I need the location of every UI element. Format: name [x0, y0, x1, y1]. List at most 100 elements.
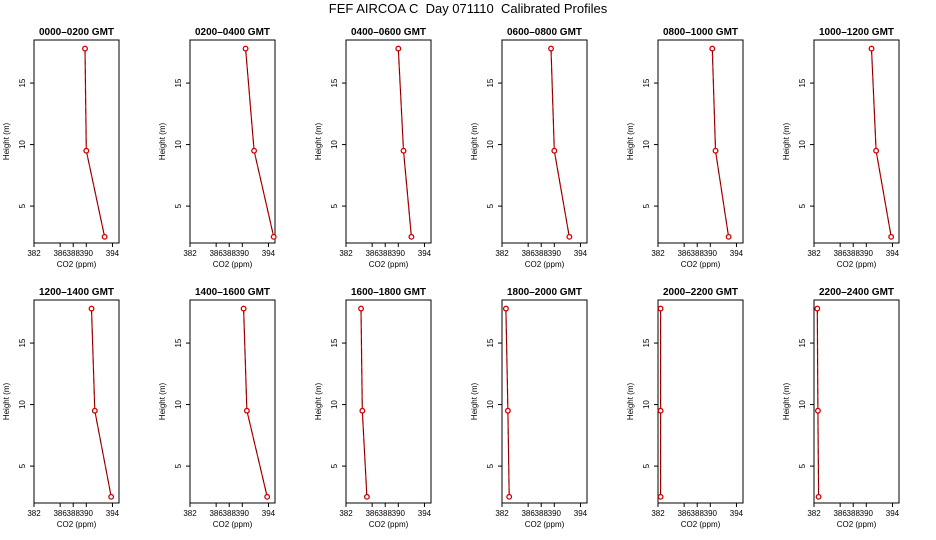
y-tick-label: 15	[174, 338, 183, 347]
panel-title: 2000–2200 GMT	[663, 287, 738, 298]
profile-line	[84, 48, 106, 237]
y-tick-label: 15	[486, 338, 495, 347]
x-tick-label: 382	[807, 249, 821, 258]
data-point	[83, 147, 90, 154]
y-axis-label: Height (m)	[2, 382, 11, 420]
plot-frame	[657, 39, 744, 244]
x-tick-label: 388	[223, 249, 237, 258]
y-axis-label: Height (m)	[626, 122, 635, 160]
profile-panel: 0400–0600 GMT 382 386 388 390 394 CO2 (ppm) 5 10…	[314, 27, 432, 269]
x-axis-label: CO2 (ppm)	[57, 260, 97, 269]
data-point	[657, 493, 664, 500]
data-point	[725, 233, 732, 240]
data-point	[657, 407, 664, 414]
x-tick-label: 394	[418, 509, 432, 518]
x-tick-label: 386	[833, 249, 847, 258]
x-tick-label: 382	[651, 249, 665, 258]
y-tick-label: 10	[18, 140, 27, 149]
x-tick-label: 382	[495, 249, 509, 258]
x-tick-label: 386	[521, 509, 535, 518]
x-tick-label: 394	[106, 509, 120, 518]
x-tick-label: 390	[236, 249, 250, 258]
data-point	[506, 493, 513, 500]
plot-frame	[345, 299, 432, 504]
plot-frame	[345, 39, 432, 244]
y-axis-label: Height (m)	[470, 122, 479, 160]
profile-dash	[84, 48, 105, 237]
y-tick-label: 5	[18, 463, 27, 468]
x-tick-label: 394	[418, 249, 432, 258]
plot-frame	[813, 299, 900, 504]
profile-line	[870, 48, 892, 237]
y-tick-label: 10	[330, 400, 339, 409]
data-point	[873, 147, 880, 154]
y-axis-label: Height (m)	[314, 122, 323, 160]
x-tick-label: 382	[339, 249, 353, 258]
y-tick-label: 10	[642, 400, 651, 409]
profile-dash	[871, 48, 892, 237]
x-tick-label: 386	[365, 509, 379, 518]
y-axis-label: Height (m)	[782, 382, 791, 420]
y-tick-label: 10	[642, 140, 651, 149]
plot-frame	[189, 39, 276, 244]
profile-line	[245, 48, 275, 237]
x-tick-label: 394	[574, 509, 588, 518]
x-tick-label: 394	[106, 249, 120, 258]
y-tick-label: 10	[798, 400, 807, 409]
data-point	[108, 493, 115, 500]
panel-title: 1400–1600 GMT	[195, 287, 270, 298]
x-tick-label: 388	[847, 249, 861, 258]
y-tick-label: 15	[330, 338, 339, 347]
x-tick-label: 388	[379, 249, 393, 258]
data-point	[91, 407, 98, 414]
profile-panel: 1400–1600 GMT 382 386 388 390 394 CO2 (ppm) 5 10…	[158, 287, 276, 529]
x-tick-label: 382	[495, 509, 509, 518]
x-axis-label: CO2 (ppm)	[525, 260, 565, 269]
y-tick-label: 5	[798, 463, 807, 468]
x-tick-label: 390	[548, 249, 562, 258]
x-tick-label: 386	[53, 249, 67, 258]
data-point	[400, 147, 407, 154]
x-tick-label: 390	[392, 509, 406, 518]
x-tick-label: 382	[27, 509, 41, 518]
x-tick-label: 394	[886, 249, 900, 258]
data-point	[551, 147, 558, 154]
x-tick-label: 394	[730, 249, 744, 258]
plot-frame	[501, 299, 588, 504]
profile-dash	[245, 48, 275, 237]
y-axis-label: Height (m)	[158, 122, 167, 160]
x-tick-label: 390	[860, 249, 874, 258]
profile-panel: 0800–1000 GMT 382 386 388 390 394 CO2 (ppm) 5 10…	[626, 27, 744, 269]
y-tick-label: 15	[642, 78, 651, 87]
profile-panel: 1800–2000 GMT 382 386 388 390 394 CO2 (ppm) 5 10…	[470, 287, 588, 529]
data-point	[358, 305, 364, 312]
y-tick-label: 10	[486, 140, 495, 149]
plot-frame	[189, 299, 276, 504]
y-tick-label: 5	[18, 203, 27, 208]
y-tick-label: 5	[798, 203, 807, 208]
panel-title: 1800–2000 GMT	[507, 287, 582, 298]
data-point	[363, 493, 370, 500]
y-tick-label: 15	[174, 78, 183, 87]
data-point	[502, 305, 509, 312]
plot-frame	[33, 299, 120, 504]
data-point	[566, 233, 573, 240]
data-point	[712, 147, 719, 154]
x-tick-label: 386	[209, 249, 223, 258]
y-tick-label: 5	[330, 203, 339, 208]
y-tick-label: 15	[642, 338, 651, 347]
y-tick-label: 15	[330, 78, 339, 87]
profile-line	[243, 308, 268, 497]
data-point	[270, 233, 277, 240]
y-tick-label: 15	[18, 78, 27, 87]
x-tick-label: 394	[262, 509, 276, 518]
x-tick-label: 390	[548, 509, 562, 518]
x-tick-label: 382	[27, 249, 41, 258]
plot-frame	[33, 39, 120, 244]
data-point	[243, 407, 250, 414]
x-tick-label: 390	[704, 509, 718, 518]
x-tick-label: 386	[677, 509, 691, 518]
x-tick-label: 388	[535, 509, 549, 518]
y-tick-label: 5	[174, 463, 183, 468]
panel-title: 1200–1400 GMT	[39, 287, 114, 298]
